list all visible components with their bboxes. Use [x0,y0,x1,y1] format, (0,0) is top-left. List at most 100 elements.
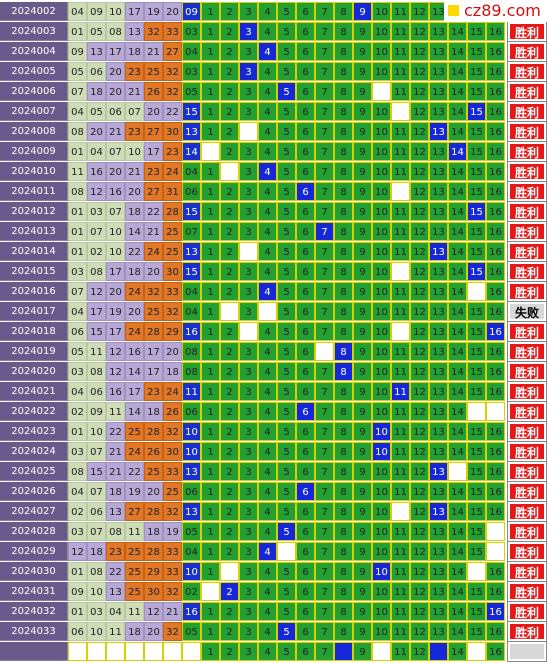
number-cell: 10 [372,342,391,361]
logo[interactable]: cz89.com [444,0,548,22]
number-cell: 5 [277,362,296,381]
red-number: 17 [106,322,125,341]
number-cell: 14 [448,382,467,401]
number-cell: 11 [391,582,410,601]
result: 胜利 [507,41,547,62]
red-number: 12 [106,342,125,361]
red-number: 30 [163,122,182,141]
red-number: 23 [125,62,144,81]
blue-number: 04 [182,542,201,561]
number-cell: 9 [353,382,372,401]
result: 胜利 [507,621,547,642]
number-cell: 3 [239,182,258,201]
number-cell: 3 [239,342,258,361]
number-cell: 15 [467,602,486,621]
number-cell: 16 [486,122,505,141]
number-cell: 2 [220,62,239,81]
period: 2024021 [0,382,68,401]
blue-number: 04 [182,302,201,321]
number-cell: 16 [486,362,505,381]
number-cell: 4 [258,402,277,421]
number-cell: 13 [429,402,448,421]
red-number: 02 [68,502,87,521]
number-cell: 3 [239,162,258,181]
period: 2024029 [0,542,68,561]
number-cell: 12 [410,102,429,121]
number-cell: 8 [334,142,353,161]
number-cell: 1 [201,442,220,461]
red-number: 21 [106,442,125,461]
number-cell: 2 [220,22,239,41]
number-cell: 8 [334,2,353,21]
number-cell: 3 [239,522,258,541]
blue-number: 15 [182,262,201,281]
red-number: 01 [68,222,87,241]
blue-number: 13 [182,502,201,521]
red-number: 27 [144,182,163,201]
number-cell: 9 [353,62,372,81]
number-cell: 8 [334,522,353,541]
number-cell: 4 [258,242,277,261]
number-cell: 11 [391,342,410,361]
number-cell: 14 [448,242,467,261]
number-cell: 12 [410,162,429,181]
number-cell: 7 [315,102,334,121]
number-cell: 3 [239,402,258,421]
red-number: 32 [144,282,163,301]
number-cell: 2 [220,342,239,361]
number-cell: 8 [334,322,353,341]
number-cell: 3 [239,202,258,221]
number-cell: 3 [239,602,258,621]
number-cell: 2 [220,402,239,421]
hit-cell: 13 [429,462,448,481]
number-cell: 12 [410,482,429,501]
red-number: 09 [68,42,87,61]
number-cell: 4 [258,82,277,101]
hit-cell: 13 [429,122,448,141]
red-number: 20 [106,282,125,301]
number-cell: 16 [486,142,505,161]
red-number: 32 [163,422,182,441]
number-cell: 14 [448,642,467,661]
period: 2024027 [0,502,68,521]
hit-cell: 6 [296,482,315,501]
number-cell: 11 [391,42,410,61]
result: 胜利 [507,161,547,182]
number-cell: 13 [429,602,448,621]
red-number: 03 [87,202,106,221]
result: 胜利 [507,381,547,402]
result: 胜利 [507,261,547,282]
number-cell: 1 [201,282,220,301]
red-number: 11 [106,622,125,641]
number-cell: 8 [334,182,353,201]
number-cell: 15 [467,122,486,141]
number-cell: 8 [334,402,353,421]
number-cell: 16 [486,562,505,581]
number-cell: 7 [315,602,334,621]
number-cell: 12 [410,582,429,601]
number-cell: 14 [448,182,467,201]
number-cell: 12 [410,642,429,661]
number-cell: 6 [296,562,315,581]
number-cell: 15 [467,522,486,541]
result: 胜利 [507,561,547,582]
number-cell: 13 [429,442,448,461]
hit-cell: 4 [258,162,277,181]
number-cell: 8 [334,122,353,141]
result: 胜利 [507,521,547,542]
result: 胜利 [507,61,547,82]
number-cell: 7 [315,262,334,281]
number-cell: 12 [410,362,429,381]
blue-number: 07 [182,222,201,241]
number-cell: 11 [391,442,410,461]
red-number: 18 [87,542,106,561]
number-cell: 1 [201,522,220,541]
number-cell: 5 [277,42,296,61]
hit-cell: 14 [448,142,467,161]
period: 2024007 [0,102,68,121]
number-cell: 14 [448,602,467,621]
number-cell: 12 [410,22,429,41]
red-number: 03 [87,602,106,621]
number-cell: 11 [391,542,410,561]
